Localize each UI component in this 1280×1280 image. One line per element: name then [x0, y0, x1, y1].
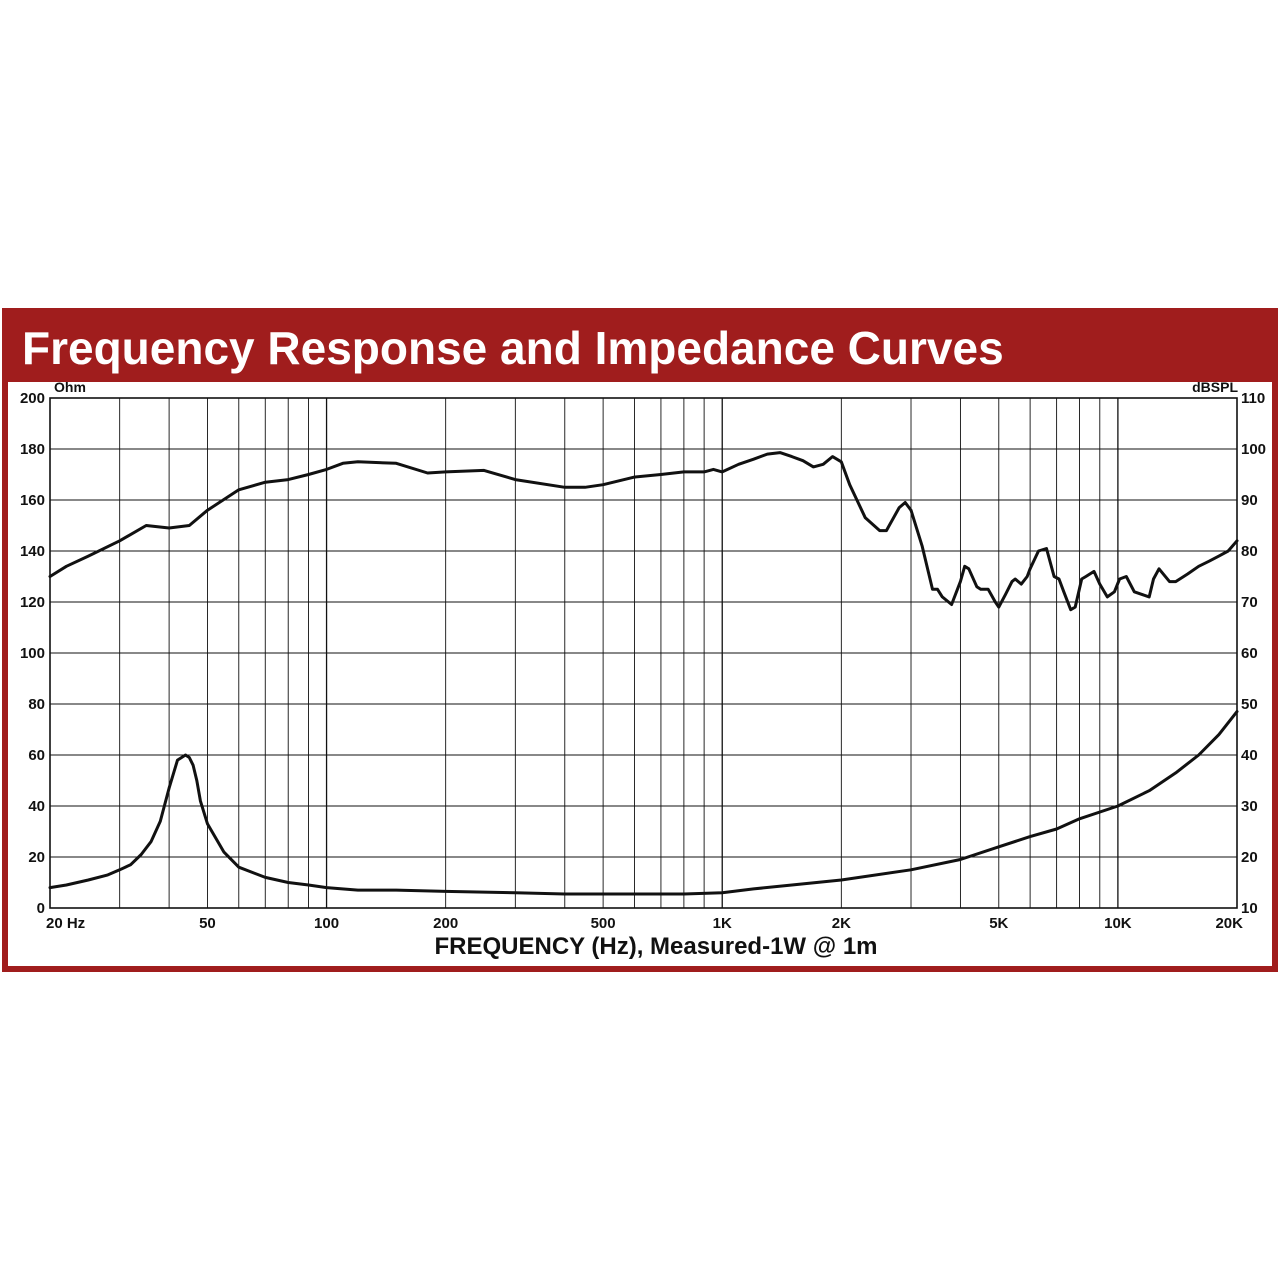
right-tick-label: 20	[1241, 849, 1258, 866]
right-tick-label: 70	[1241, 594, 1258, 611]
left-tick-label: 0	[37, 900, 45, 917]
x-tick-label: 2K	[832, 915, 851, 932]
left-tick-label: 20	[28, 849, 45, 866]
chart-frame: Frequency Response and Impedance Curves	[2, 308, 1278, 972]
right-tick-label: 100	[1241, 441, 1266, 458]
right-tick-label: 30	[1241, 798, 1258, 815]
x-tick-label: 50	[199, 915, 216, 932]
x-tick-label: 500	[591, 915, 616, 932]
grid-major-lines	[50, 448, 1237, 858]
x-tick-label: 10K	[1104, 915, 1132, 932]
left-tick-label: 140	[20, 543, 45, 560]
right-tick-labels: 10 20 30 40 50 60 70 80 90 100 110	[1241, 390, 1266, 917]
right-axis-unit: dBSPL	[1192, 379, 1238, 395]
x-tick-label: 100	[314, 915, 339, 932]
plot-border	[49, 397, 1238, 909]
right-tick-label: 90	[1241, 492, 1258, 509]
left-tick-label: 120	[20, 594, 45, 611]
left-tick-label: 40	[28, 798, 45, 815]
right-tick-label: 80	[1241, 543, 1258, 560]
x-tick-label: 5K	[989, 915, 1008, 932]
left-tick-label: 180	[20, 441, 45, 458]
impedance-curve	[48, 710, 1239, 896]
right-tick-label: 40	[1241, 747, 1258, 764]
chart-title: Frequency Response and Impedance Curves	[22, 322, 1004, 374]
x-tick-label: 1K	[713, 915, 732, 932]
series-layer	[48, 451, 1239, 896]
right-tick-label: 50	[1241, 696, 1258, 713]
left-tick-label: 200	[20, 390, 45, 407]
left-tick-label: 160	[20, 492, 45, 509]
left-tick-label: 80	[28, 696, 45, 713]
left-axis-unit: Ohm	[54, 379, 86, 395]
x-tick-labels: 20 Hz 50 100 200 500 1K 2K 5K 10K 20K	[46, 915, 1243, 932]
x-axis-label: FREQUENCY (Hz), Measured-1W @ 1m	[434, 933, 877, 960]
x-tick-label: 20K	[1215, 915, 1243, 932]
left-tick-label: 60	[28, 747, 45, 764]
x-tick-label: 20 Hz	[46, 915, 85, 932]
right-tick-label: 60	[1241, 645, 1258, 662]
left-tick-labels: 0 20 40 60 80 100 120 140 160 180 200	[20, 390, 45, 917]
left-tick-label: 100	[20, 645, 45, 662]
x-tick-label: 200	[433, 915, 458, 932]
title-bar: Frequency Response and Impedance Curves	[8, 314, 1272, 382]
right-tick-label: 110	[1241, 390, 1265, 407]
spl-curve	[48, 451, 1239, 612]
right-tick-label: 10	[1241, 900, 1258, 917]
